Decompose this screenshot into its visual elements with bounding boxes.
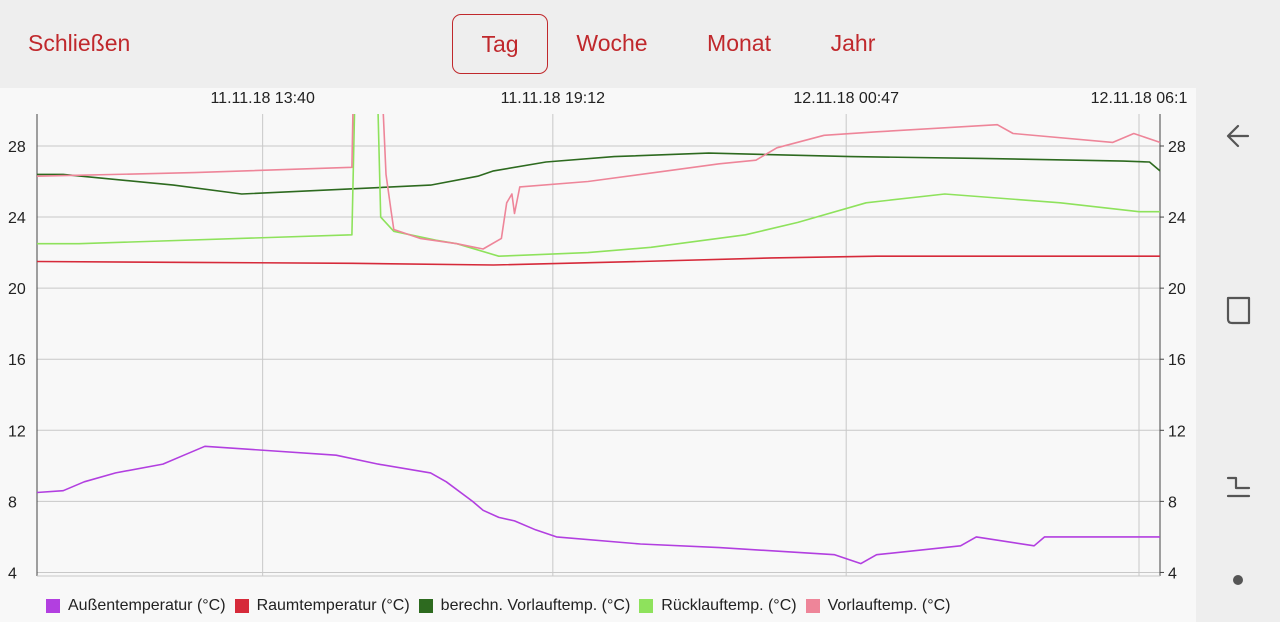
legend-swatch <box>46 599 60 613</box>
x-tick-label: 11.11.18 13:40 <box>210 90 314 107</box>
legend-label: berechn. Vorlauftemp. (°C) <box>440 597 631 614</box>
y-tick-label-right: 16 <box>1168 352 1186 369</box>
legend-label: Raumtemperatur (°C) <box>256 597 410 614</box>
back-arrow-icon[interactable] <box>1218 116 1258 156</box>
legend-swatch <box>805 599 820 613</box>
x-tick-label: 12.11.18 00:47 <box>793 90 899 107</box>
tab-day[interactable]: Tag <box>452 14 548 74</box>
legend-swatch <box>234 599 249 613</box>
x-tick-label: 11.11.18 19:12 <box>501 90 605 107</box>
series-line <box>36 445 1160 565</box>
system-navigation-bar <box>1196 0 1280 622</box>
y-tick-label-left: 20 <box>8 281 26 298</box>
y-tick-label-left: 24 <box>8 210 26 227</box>
x-tick-label: 12.11.18 06:1 <box>1091 90 1188 107</box>
tab-month[interactable]: Monat <box>707 30 771 56</box>
y-tick-label-left: 4 <box>8 565 17 582</box>
y-tick-label-left: 12 <box>8 423 26 440</box>
legend-label: Rücklauftemp. (°C) <box>661 597 797 614</box>
series-line <box>37 152 1161 195</box>
legend-item: berechn. Vorlauftemp. (°C) <box>418 597 631 615</box>
y-tick-label-left: 8 <box>8 494 17 511</box>
series-line <box>36 255 1160 266</box>
y-tick-label-right: 4 <box>1168 565 1177 582</box>
legend-item: Außentemperatur (°C) <box>46 597 226 615</box>
y-tick-label-right: 28 <box>1168 139 1186 156</box>
y-tick-label-right: 8 <box>1168 494 1177 511</box>
legend-label: Außentemperatur (°C) <box>68 597 226 614</box>
home-dot-icon[interactable] <box>1218 560 1258 600</box>
close-button[interactable]: Schließen <box>28 30 131 56</box>
tab-year[interactable]: Jahr <box>830 30 876 56</box>
y-tick-label-right: 20 <box>1168 281 1186 298</box>
recents-corner-icon[interactable] <box>1218 466 1258 506</box>
series-line <box>36 113 1161 250</box>
tab-week[interactable]: Woche <box>576 30 648 56</box>
y-tick-label-right: 24 <box>1168 210 1186 227</box>
legend-swatch <box>418 599 433 613</box>
chart-toolbar: Schließen Tag Woche Monat Jahr <box>0 0 1196 88</box>
legend-swatch <box>639 599 654 613</box>
chart-legend: Außentemperatur (°C) Raumtemperatur (°C) b… <box>46 596 959 616</box>
y-tick-label-right: 12 <box>1168 423 1186 440</box>
series-line <box>37 113 1160 257</box>
y-tick-label-left: 28 <box>8 139 26 156</box>
recent-apps-icon[interactable] <box>1218 290 1258 330</box>
temperature-chart: 4 4 8 8 12 12 16 16 20 20 24 24 28 28 11.11.18 13:40 11… <box>8 90 1188 582</box>
legend-item: Raumtemperatur (°C) <box>234 597 410 615</box>
y-tick-label-left: 16 <box>8 352 26 369</box>
legend-item: Vorlauftemp. (°C) <box>805 597 951 615</box>
legend-label: Vorlauftemp. (°C) <box>827 597 951 614</box>
legend-item: Rücklauftemp. (°C) <box>639 597 797 615</box>
